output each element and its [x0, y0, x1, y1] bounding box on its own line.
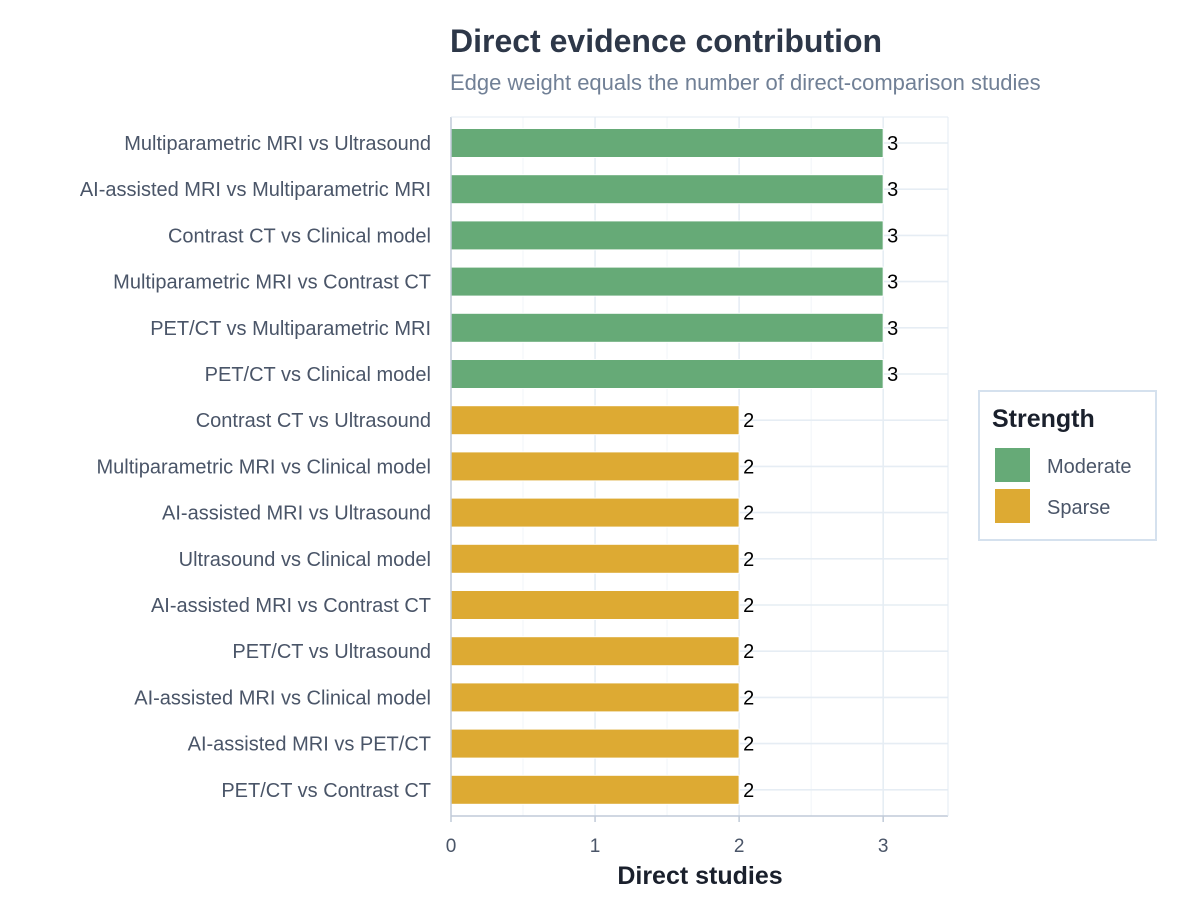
- value-label: 2: [743, 549, 754, 571]
- bar: [450, 220, 884, 251]
- bar: [450, 312, 884, 343]
- bar: [450, 497, 740, 528]
- value-label: 2: [743, 780, 754, 802]
- bar: [450, 359, 884, 389]
- category-label: PET/CT vs Clinical model: [205, 364, 431, 386]
- category-label: PET/CT vs Multiparametric MRI: [150, 318, 431, 340]
- bar: [450, 543, 740, 574]
- chart-title: Direct evidence contribution: [450, 23, 882, 59]
- category-label: AI-assisted MRI vs Contrast CT: [151, 595, 431, 617]
- value-labels: 3 3 3 3 3 3 2 2 2 2 2 2 2 2 2: [743, 133, 898, 802]
- bar: [450, 451, 740, 482]
- x-tick-label: 3: [878, 836, 889, 857]
- x-tick-label: 1: [590, 836, 601, 857]
- category-label: AI-assisted MRI vs PET/CT: [188, 734, 431, 756]
- value-label: 2: [743, 595, 754, 617]
- x-axis-ticks: 0 1 2 3: [446, 816, 889, 857]
- value-label: 2: [743, 641, 754, 663]
- category-label: Contrast CT vs Clinical model: [168, 225, 431, 247]
- category-label: Multiparametric MRI vs Clinical model: [96, 456, 431, 478]
- legend-label-sparse: Sparse: [1047, 497, 1110, 519]
- value-label: 2: [743, 503, 754, 525]
- bar: [450, 128, 884, 158]
- x-tick-label: 2: [734, 836, 745, 857]
- bar: [450, 405, 740, 436]
- bar: [450, 266, 884, 297]
- category-labels: Multiparametric MRI vs Ultrasound AI-assi…: [80, 133, 431, 802]
- legend-swatch-sparse: [995, 489, 1030, 523]
- value-label: 3: [887, 179, 898, 201]
- category-label: Multiparametric MRI vs Ultrasound: [124, 133, 431, 155]
- chart-subtitle: Edge weight equals the number of direct-…: [450, 70, 1041, 95]
- legend-label-moderate: Moderate: [1047, 456, 1132, 478]
- value-label: 2: [743, 734, 754, 756]
- value-label: 2: [743, 687, 754, 709]
- plot-area: 3 3 3 3 3 3 2 2 2 2 2 2 2 2 2: [450, 116, 949, 817]
- bars: [450, 128, 884, 805]
- legend-title: Strength: [992, 405, 1095, 433]
- legend: Strength Moderate Sparse: [978, 390, 1157, 541]
- category-label: AI-assisted MRI vs Clinical model: [134, 687, 431, 709]
- x-tick-label: 0: [446, 836, 457, 857]
- legend-swatch-moderate: [995, 448, 1030, 482]
- value-label: 3: [887, 133, 898, 155]
- value-label: 3: [887, 364, 898, 386]
- value-label: 3: [887, 225, 898, 247]
- bar: [450, 590, 740, 620]
- bar: [450, 728, 740, 759]
- category-label: AI-assisted MRI vs Multiparametric MRI: [80, 179, 431, 201]
- bar: [450, 174, 884, 205]
- value-label: 3: [887, 272, 898, 294]
- category-label: PET/CT vs Ultrasound: [232, 641, 431, 663]
- category-label: Multiparametric MRI vs Contrast CT: [113, 272, 431, 294]
- value-label: 2: [743, 410, 754, 432]
- value-label: 2: [743, 456, 754, 478]
- bar: [450, 774, 740, 805]
- bar: [450, 636, 740, 667]
- value-label: 3: [887, 318, 898, 340]
- x-axis-title: Direct studies: [617, 862, 782, 890]
- category-label: Contrast CT vs Ultrasound: [196, 410, 431, 432]
- category-label: AI-assisted MRI vs Ultrasound: [162, 503, 431, 525]
- category-label: PET/CT vs Contrast CT: [221, 780, 431, 802]
- bar: [450, 682, 740, 713]
- category-label: Ultrasound vs Clinical model: [179, 549, 431, 571]
